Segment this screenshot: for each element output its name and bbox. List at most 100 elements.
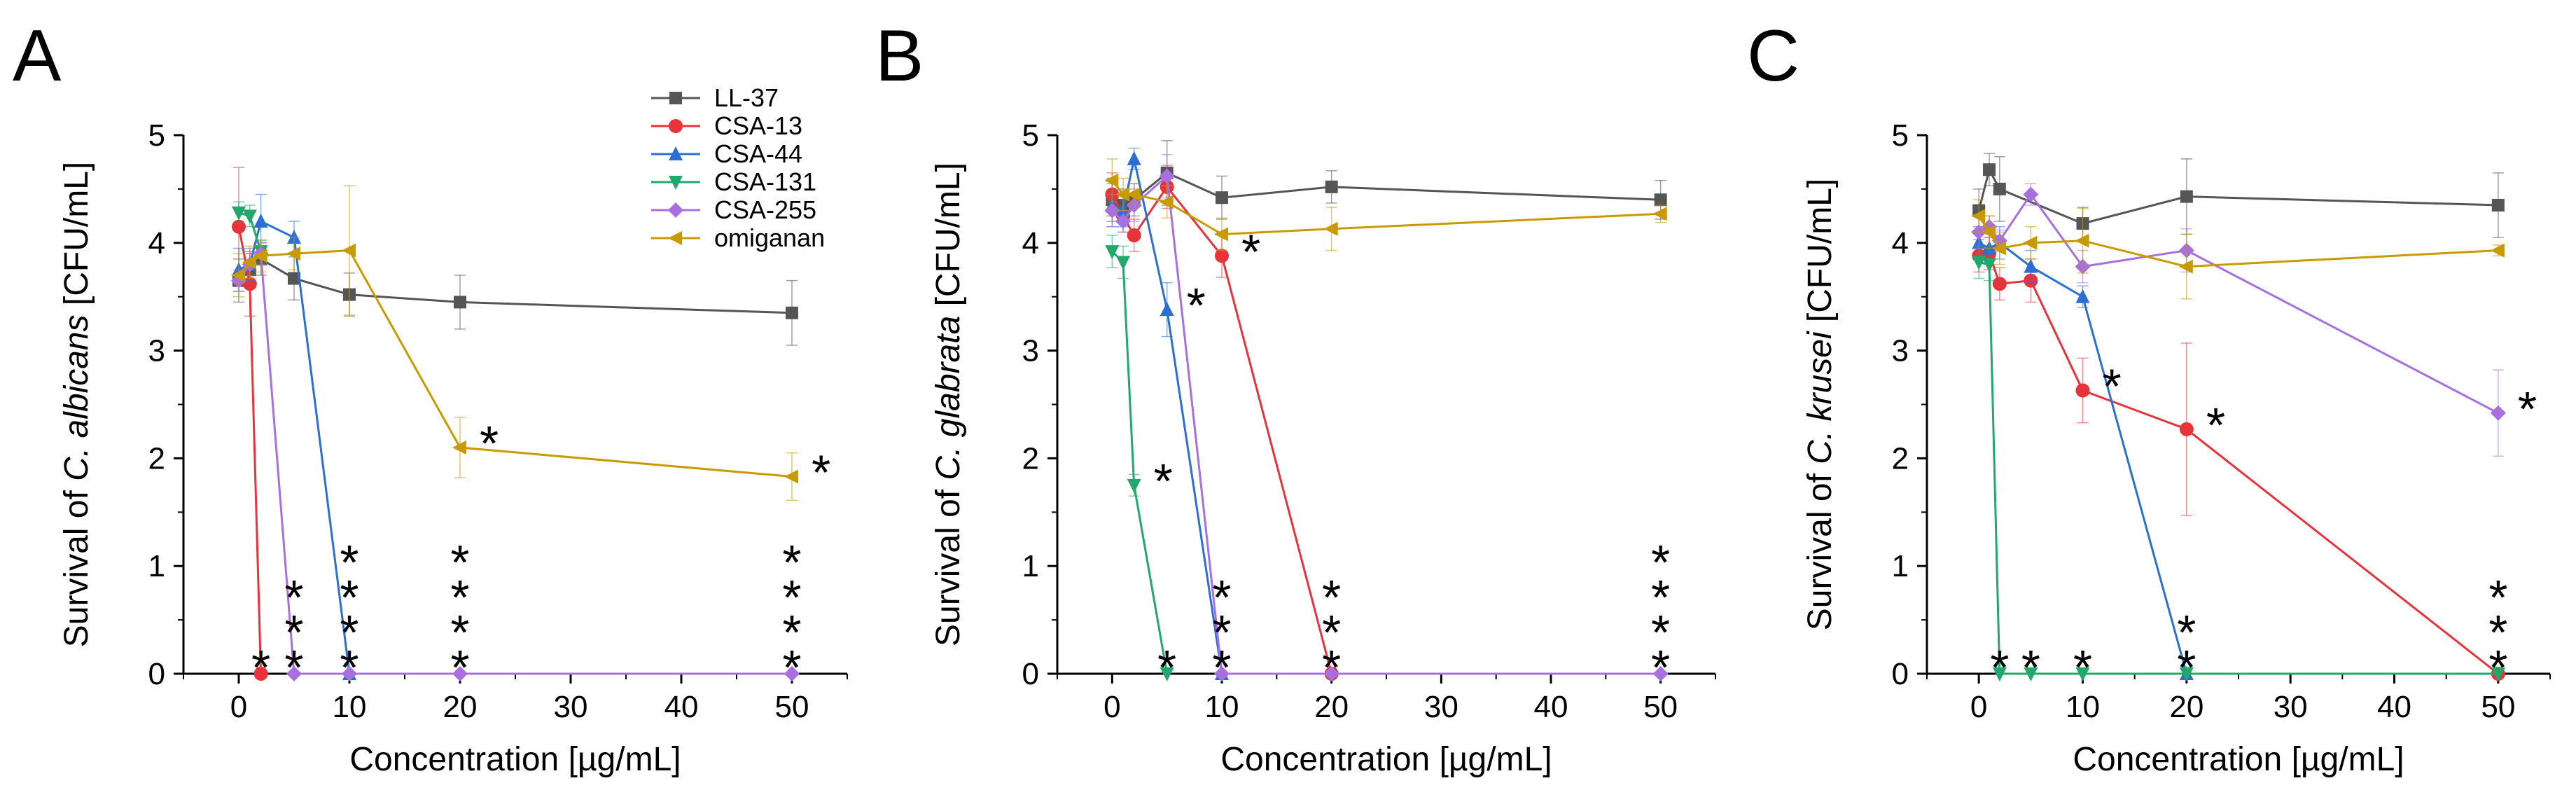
y-tick-label: 3 xyxy=(148,334,165,368)
x-axis-label: Concentration [µg/mL] xyxy=(349,741,681,778)
data-point xyxy=(342,666,357,681)
significance-star: * xyxy=(1322,640,1341,695)
y-tick-label: 0 xyxy=(1022,657,1039,691)
significance-annotation: *** xyxy=(2488,570,2507,695)
series-line xyxy=(1978,192,2499,415)
significance-annotation: * xyxy=(1187,278,1206,333)
series-csa-44 xyxy=(1972,226,2194,680)
significance-star: * xyxy=(340,605,358,660)
series-csa-255 xyxy=(1104,153,1669,681)
significance-star: * xyxy=(340,570,358,625)
data-point xyxy=(1115,214,1131,230)
data-point xyxy=(1992,667,2007,681)
data-point xyxy=(242,255,256,270)
data-point xyxy=(1991,241,2006,256)
legend-label: omiganan xyxy=(714,223,825,252)
legend-label: CSA-44 xyxy=(714,139,802,168)
data-point xyxy=(1993,182,2006,195)
legend-marker xyxy=(668,202,683,218)
data-point xyxy=(2179,667,2194,681)
legend-marker xyxy=(669,176,683,190)
data-point xyxy=(2490,405,2506,421)
significance-star: * xyxy=(2177,640,2196,695)
significance-star: * xyxy=(340,535,358,590)
x-tick-label: 10 xyxy=(333,690,367,724)
significance-star: * xyxy=(450,605,469,660)
significance-star: * xyxy=(340,640,358,695)
significance-annotation: * xyxy=(812,445,830,500)
data-point xyxy=(1654,193,1667,207)
significance-star: * xyxy=(251,640,270,695)
significance-annotation: * xyxy=(2021,640,2040,695)
significance-star: * xyxy=(2177,605,2196,660)
legend-entry: omiganan xyxy=(651,223,825,252)
data-point xyxy=(2024,667,2038,681)
y-tick-label: 2 xyxy=(1022,441,1039,476)
significance-star: * xyxy=(782,535,801,590)
significance-star: * xyxy=(450,535,469,590)
data-point xyxy=(253,249,267,263)
panel-letter: C xyxy=(1747,15,1799,97)
data-point xyxy=(1972,256,1986,270)
series-omiganan xyxy=(231,185,798,501)
series-csa-13 xyxy=(232,167,268,681)
y-tick-label: 3 xyxy=(1022,334,1039,368)
data-point xyxy=(1325,180,1338,193)
significance-annotation: ** xyxy=(2177,605,2196,695)
series-ll-37 xyxy=(1106,139,1667,222)
series-line xyxy=(1977,167,2498,225)
significance-annotation: * xyxy=(2103,359,2122,414)
series-csa-131 xyxy=(1105,235,1174,681)
significance-annotation: * xyxy=(2518,382,2537,436)
data-point xyxy=(1127,151,1141,165)
series-csa-13 xyxy=(1972,237,2505,681)
data-point xyxy=(2023,186,2039,202)
x-tick-label: 50 xyxy=(1643,690,1678,724)
data-point xyxy=(1214,227,1228,242)
y-tick-label: 5 xyxy=(1022,118,1039,153)
data-point xyxy=(1160,302,1174,317)
data-point xyxy=(2023,235,2038,250)
series-omiganan xyxy=(1971,199,2505,300)
data-point xyxy=(1982,225,1996,240)
series-line xyxy=(1111,174,1661,675)
data-point xyxy=(1215,249,1229,263)
significance-star: * xyxy=(1651,605,1670,660)
y-axis-label: Survival of C. glabrata [CFU/mL] xyxy=(930,162,967,646)
significance-star: * xyxy=(450,640,469,695)
panel-letter: B xyxy=(875,15,924,97)
significance-star: * xyxy=(2488,605,2507,660)
x-tick-label: 0 xyxy=(230,690,247,724)
y-axis-label-suffix: [CFU/mL] xyxy=(930,162,967,316)
y-tick-label: 2 xyxy=(148,441,165,476)
y-axis-label-prefix: Survival of xyxy=(930,480,967,646)
significance-annotation: **** xyxy=(782,535,801,695)
legend-marker xyxy=(668,231,682,245)
data-point xyxy=(1104,202,1120,219)
x-axis-label: Concentration [µg/mL] xyxy=(1220,741,1552,778)
data-point xyxy=(1323,666,1339,681)
significance-star: * xyxy=(782,570,801,625)
legend-marker xyxy=(669,119,683,133)
data-point xyxy=(786,306,798,319)
significance-star: * xyxy=(284,570,303,625)
x-tick-label: 30 xyxy=(554,690,588,724)
significance-star: * xyxy=(1157,640,1176,695)
significance-star: * xyxy=(284,640,303,695)
significance-star: * xyxy=(2488,570,2507,625)
y-tick-label: 2 xyxy=(1892,441,1909,476)
significance-star: * xyxy=(1212,570,1231,625)
data-point xyxy=(1323,221,1338,236)
y-tick-label: 3 xyxy=(1892,334,1909,368)
y-axis-label-suffix: [CFU/mL] xyxy=(1802,179,1839,332)
significance-star: * xyxy=(2488,640,2507,695)
significance-annotation: * xyxy=(251,640,270,695)
x-tick-label: 10 xyxy=(2066,690,2100,724)
significance-annotation: **** xyxy=(450,535,469,695)
y-axis-label-prefix: Survival of xyxy=(58,481,95,647)
data-point xyxy=(1105,245,1120,260)
